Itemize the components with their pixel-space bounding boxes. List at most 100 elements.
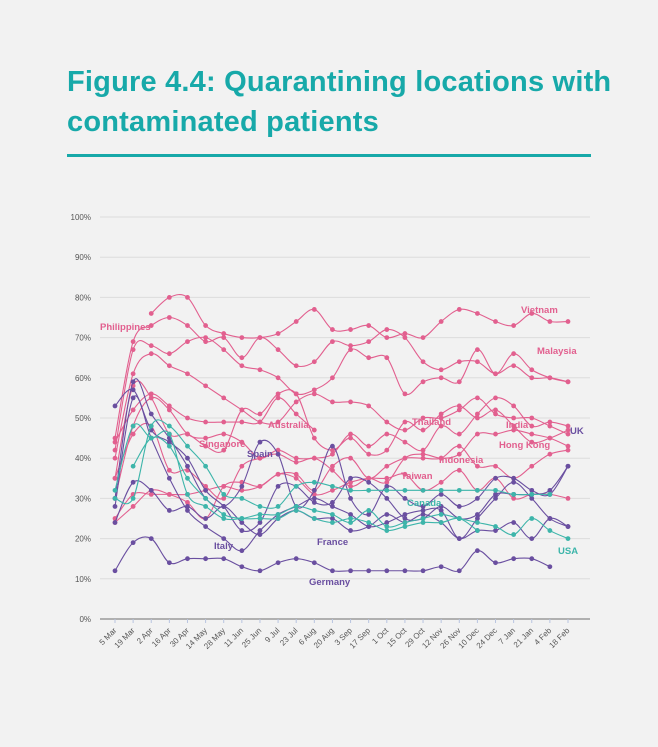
data-point [239, 439, 245, 445]
data-point [330, 443, 335, 449]
data-point [275, 331, 281, 336]
data-point [348, 455, 353, 461]
data-point [275, 391, 281, 397]
data-point [511, 496, 517, 501]
data-point [384, 463, 390, 469]
y-tick-label: 10% [75, 575, 91, 584]
data-point [402, 496, 408, 501]
x-tick-label: 23 Jul [278, 626, 300, 648]
data-point [148, 343, 154, 349]
data-point [311, 560, 317, 566]
data-point [330, 451, 335, 457]
data-point [547, 564, 553, 570]
data-point [366, 339, 372, 345]
data-point [203, 496, 209, 501]
data-point [420, 427, 426, 433]
data-point [384, 475, 390, 481]
data-point [330, 327, 335, 332]
data-point [348, 343, 353, 349]
series-label-indonesia: Indonesia [439, 455, 484, 466]
data-point [148, 435, 154, 441]
data-point [511, 415, 517, 421]
data-point [130, 463, 136, 469]
data-point [311, 479, 317, 485]
data-point [366, 479, 372, 485]
series-label-italy: Italy [214, 541, 234, 552]
data-point [565, 427, 571, 433]
data-point [221, 516, 227, 521]
series-label-taiwan: Taiwan [401, 471, 433, 482]
data-point [511, 479, 517, 485]
data-point [257, 455, 263, 461]
data-point [275, 512, 281, 517]
x-tick-label: 17 Sep [348, 626, 373, 651]
data-point [475, 548, 480, 554]
data-point [166, 423, 172, 429]
data-point [511, 532, 517, 537]
data-point [330, 447, 335, 453]
data-point [293, 504, 299, 509]
data-point [330, 487, 335, 493]
data-point [475, 512, 480, 517]
data-point [475, 411, 480, 417]
data-point [293, 471, 299, 477]
data-point [293, 475, 299, 481]
data-point [293, 483, 299, 489]
data-point [293, 363, 299, 369]
data-point [112, 403, 118, 409]
data-point [275, 419, 281, 425]
data-point [330, 520, 335, 525]
data-point [239, 528, 245, 533]
data-point [112, 475, 118, 481]
data-point [348, 496, 353, 501]
data-point [148, 536, 154, 541]
data-point [438, 415, 444, 421]
data-point [311, 307, 317, 312]
data-point [475, 487, 480, 493]
data-point [456, 487, 462, 493]
data-point [348, 512, 353, 517]
data-point [529, 491, 535, 497]
data-point [456, 536, 462, 541]
data-point [565, 423, 571, 429]
data-point [547, 423, 553, 429]
data-point [384, 327, 390, 332]
data-point [311, 455, 317, 461]
data-point [475, 516, 480, 521]
y-tick-label: 70% [75, 334, 91, 343]
data-point [166, 431, 172, 437]
data-point [330, 516, 335, 521]
data-point [511, 403, 517, 409]
data-point [547, 319, 553, 324]
data-point [565, 443, 571, 449]
data-point [547, 435, 553, 441]
data-point [130, 431, 136, 437]
data-point [130, 540, 136, 546]
data-point [475, 415, 480, 421]
data-point [330, 375, 335, 381]
data-point [185, 339, 190, 345]
data-point [239, 496, 245, 501]
data-point [166, 443, 172, 449]
data-point [420, 516, 426, 521]
series-label-france: France [317, 537, 348, 548]
data-point [511, 491, 517, 497]
data-point [330, 467, 335, 473]
data-point [529, 487, 535, 493]
data-point [203, 487, 209, 493]
data-point [384, 520, 390, 525]
data-point [203, 524, 209, 529]
data-point [420, 335, 426, 340]
data-point [348, 568, 353, 574]
data-point [456, 307, 462, 312]
data-point [384, 431, 390, 437]
data-point [493, 487, 498, 493]
data-point [475, 431, 480, 437]
data-point [239, 520, 245, 525]
data-point [529, 423, 535, 429]
data-point [203, 383, 209, 389]
data-point [275, 471, 281, 477]
data-point [456, 379, 462, 385]
data-point [529, 415, 535, 421]
data-point [293, 391, 299, 397]
